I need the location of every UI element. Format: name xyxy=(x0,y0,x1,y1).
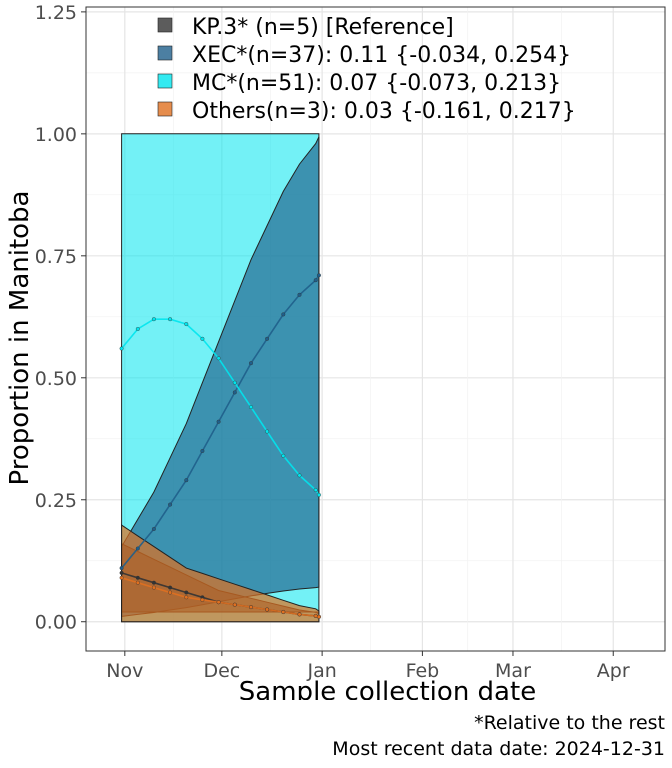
x-tick-label: Mar xyxy=(495,660,531,682)
data-point xyxy=(119,566,124,571)
legend-label: MC*(n=51): 0.07 {-0.073, 0.213} xyxy=(192,71,561,96)
data-point xyxy=(316,273,321,278)
data-point xyxy=(281,453,286,458)
caption-note: *Relative to the rest xyxy=(474,712,665,734)
legend-label: Others(n=3): 0.03 {-0.161, 0.217} xyxy=(192,99,576,124)
data-point xyxy=(281,312,286,317)
data-point xyxy=(232,380,237,385)
data-point xyxy=(151,317,156,322)
data-point xyxy=(151,580,156,585)
fit-line xyxy=(120,274,320,569)
data-point xyxy=(168,590,173,595)
chart: 0.00 0.25 0.50 0.75 1.00 1.25 Nov Dec Jan Feb Mar… xyxy=(5,2,666,700)
legend-swatch xyxy=(157,101,173,117)
data-point xyxy=(119,575,124,580)
data-point xyxy=(184,322,189,327)
data-point xyxy=(184,590,189,595)
ci-ribbon xyxy=(121,524,320,623)
data-point xyxy=(316,492,321,497)
legend-swatch xyxy=(157,73,173,89)
data-point xyxy=(135,546,140,551)
data-point xyxy=(135,327,140,332)
fit-line xyxy=(121,577,320,618)
y-tick-label: 1.00 xyxy=(35,124,77,146)
y-axis: 0.00 0.25 0.50 0.75 1.00 1.25 xyxy=(35,2,86,634)
panel-border xyxy=(85,6,666,652)
data-point xyxy=(151,585,156,590)
data-point xyxy=(316,614,321,619)
data-points xyxy=(119,273,321,619)
y-tick-label: 1.25 xyxy=(35,2,77,24)
data-point xyxy=(297,612,302,617)
data-point xyxy=(184,478,189,483)
data-point xyxy=(216,356,221,361)
data-point xyxy=(119,570,124,575)
legend-swatch xyxy=(157,45,173,61)
data-point xyxy=(297,473,302,478)
data-point xyxy=(168,502,173,507)
data-point xyxy=(232,602,237,607)
caption-date: Most recent data date: 2024-12-31 xyxy=(332,738,665,760)
y-tick-label: 0.00 xyxy=(35,612,77,634)
data-point xyxy=(168,585,173,590)
data-point xyxy=(265,429,270,434)
data-point xyxy=(168,317,173,322)
data-point xyxy=(216,600,221,605)
data-point xyxy=(265,336,270,341)
x-axis: Nov Dec Jan Feb Mar Apr xyxy=(106,651,630,682)
legend-swatch xyxy=(157,17,173,33)
x-tick-label: Dec xyxy=(203,660,240,682)
data-point xyxy=(248,361,253,366)
legend-label: XEC*(n=37): 0.11 {-0.034, 0.254} xyxy=(192,43,571,68)
data-point xyxy=(135,580,140,585)
data-point xyxy=(248,405,253,410)
y-tick-label: 0.50 xyxy=(35,368,77,390)
data-point xyxy=(248,605,253,610)
legend: KP.3* (n=5) [Reference] XEC*(n=37): 0.11 … xyxy=(157,15,576,124)
data-point xyxy=(151,527,156,532)
data-point xyxy=(265,607,270,612)
data-point xyxy=(135,575,140,580)
data-point xyxy=(232,390,237,395)
x-tick-label: Nov xyxy=(106,660,143,682)
data-point xyxy=(313,278,318,283)
data-point xyxy=(184,595,189,600)
x-axis-label: Sample collection date xyxy=(239,677,536,700)
x-tick-label: Feb xyxy=(406,660,440,682)
data-point xyxy=(119,346,124,351)
data-point xyxy=(200,597,205,602)
data-point xyxy=(200,336,205,341)
fit-line xyxy=(120,318,320,496)
x-tick-label: Jan xyxy=(306,660,336,682)
y-tick-label: 0.75 xyxy=(35,246,77,268)
y-axis-label: Proportion in Manitoba xyxy=(5,191,35,486)
legend-label: KP.3* (n=5) [Reference] xyxy=(192,15,454,40)
data-point xyxy=(216,419,221,424)
data-point xyxy=(313,488,318,493)
data-point xyxy=(281,610,286,615)
fit-lines xyxy=(120,274,320,618)
ci-ribbons xyxy=(121,133,320,623)
x-tick-label: Apr xyxy=(597,660,630,682)
data-point xyxy=(297,292,302,297)
data-point xyxy=(200,449,205,454)
y-tick-label: 0.25 xyxy=(35,490,77,512)
